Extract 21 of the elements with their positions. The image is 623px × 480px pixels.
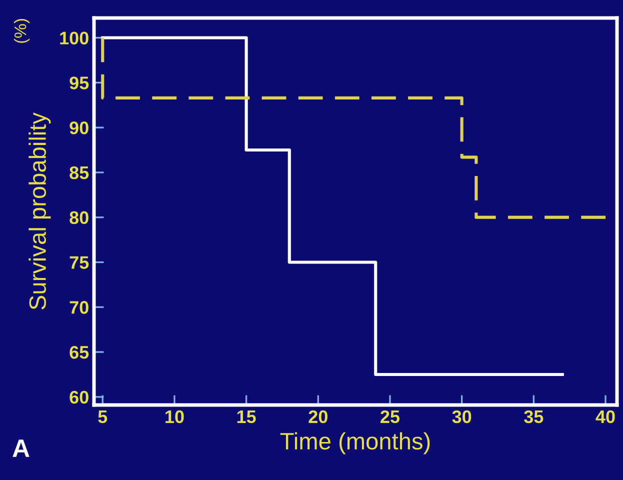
- x-tick-label: 10: [166, 410, 184, 424]
- y-axis-title: Survival probability: [28, 112, 51, 310]
- y-tick-label: 95: [70, 76, 89, 90]
- y-tick-label: 80: [70, 211, 88, 224]
- text: (%): [14, 19, 30, 43]
- y-tick-label: 70: [70, 301, 88, 314]
- x-tick-label: 20: [308, 410, 328, 424]
- text: A: [12, 440, 30, 457]
- x-tick-label: 25: [380, 410, 400, 424]
- x-tick-label: 15: [237, 410, 256, 424]
- x-tick-label: 30: [452, 410, 472, 424]
- y-tick-label: 75: [70, 256, 89, 269]
- y-tick-label: 90: [70, 121, 88, 134]
- x-tick-label: 40: [596, 410, 615, 424]
- x-tick-label: 5: [98, 410, 108, 424]
- y-tick-label: 100: [60, 32, 88, 44]
- y-tick-label: 85: [70, 166, 89, 180]
- x-tick-label: 35: [524, 410, 544, 424]
- y-tick-label: 60: [70, 390, 88, 404]
- y-tick-label: 65: [70, 346, 89, 359]
- x-axis-title: Time (months): [280, 432, 430, 454]
